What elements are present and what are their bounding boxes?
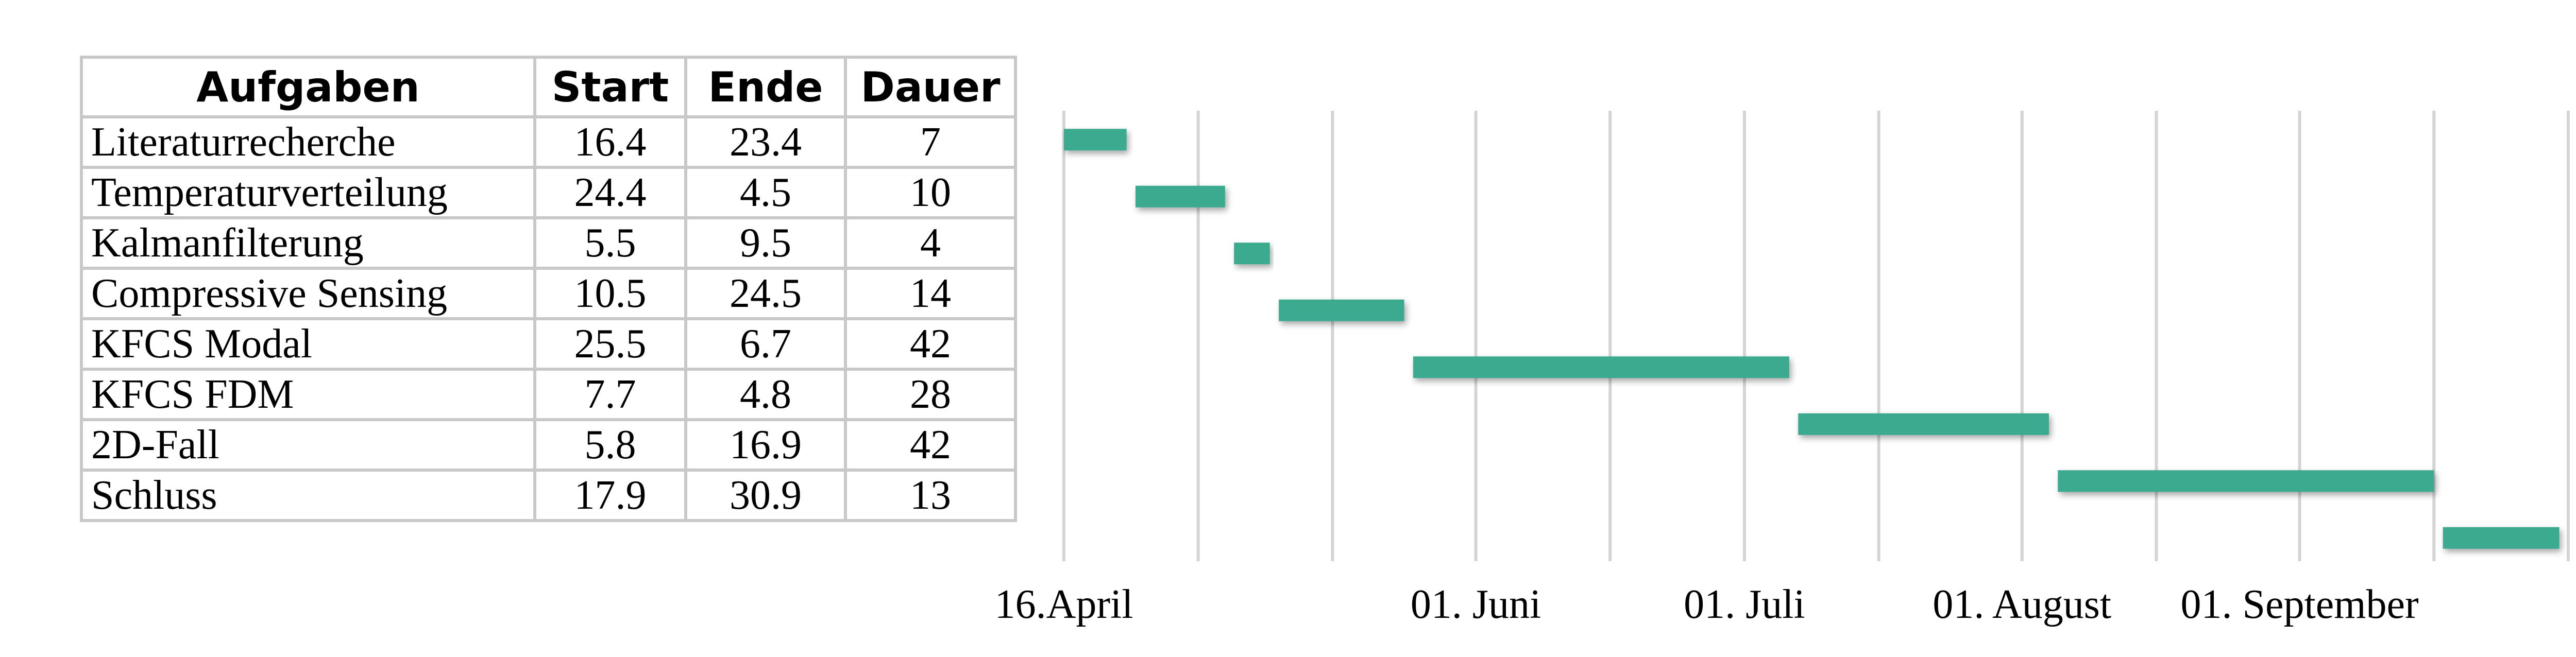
table-row: Compressive Sensing 10.5 24.5 14 — [80, 267, 1017, 320]
task-end: 4.8 — [684, 368, 847, 421]
gantt-bar — [2443, 527, 2560, 549]
task-start: 7.7 — [533, 368, 687, 421]
header-dauer: Dauer — [844, 56, 1017, 118]
task-start: 17.9 — [533, 469, 687, 522]
task-duration: 13 — [844, 469, 1017, 522]
task-name: KFCS Modal — [80, 317, 536, 371]
table-row: 2D-Fall 5.8 16.9 42 — [80, 418, 1017, 472]
task-duration: 14 — [844, 267, 1017, 320]
task-start: 5.8 — [533, 418, 687, 472]
gantt-bar — [1234, 243, 1270, 265]
task-end: 9.5 — [684, 216, 847, 270]
table-row: KFCS FDM 7.7 4.8 28 — [80, 368, 1017, 421]
task-name: Schluss — [80, 469, 536, 522]
task-duration: 42 — [844, 317, 1017, 371]
header-ende: Ende — [684, 56, 847, 118]
task-end: 23.4 — [684, 115, 847, 169]
table-row: Temperaturverteilung 24.4 4.5 10 — [80, 166, 1017, 219]
gridlines — [1062, 111, 2570, 561]
task-start: 5.5 — [533, 216, 687, 270]
task-start: 16.4 — [533, 115, 687, 169]
task-name: Literaturrecherche — [80, 115, 536, 169]
task-start: 25.5 — [533, 317, 687, 371]
x-axis-tick-labels: 16.April 01. Juni 01. Juli 01. August 01. Se… — [995, 582, 2419, 627]
task-table: Aufgaben Start Ende Dauer Literaturreche… — [80, 56, 1017, 522]
task-duration: 7 — [844, 115, 1017, 169]
x-tick-label: 01. August — [1933, 582, 2111, 627]
header-start: Start — [533, 56, 687, 118]
table-row: Schluss 17.9 30.9 13 — [80, 469, 1017, 522]
task-end: 16.9 — [684, 418, 847, 472]
task-name: Kalmanfilterung — [80, 216, 536, 270]
gantt-bar — [2058, 470, 2434, 492]
gantt-bar — [1413, 356, 1789, 378]
task-name: KFCS FDM — [80, 368, 536, 421]
gantt-bar — [1136, 185, 1225, 208]
task-duration: 10 — [844, 166, 1017, 219]
gantt-bar — [1798, 413, 2049, 435]
task-end: 30.9 — [684, 469, 847, 522]
task-name: 2D-Fall — [80, 418, 536, 472]
task-name: Compressive Sensing — [80, 267, 536, 320]
task-duration: 4 — [844, 216, 1017, 270]
task-end: 4.5 — [684, 166, 847, 219]
task-bars — [1064, 129, 2560, 549]
task-end: 6.7 — [684, 317, 847, 371]
x-tick-label: 01. Juli — [1684, 582, 1805, 627]
x-tick-label: 01. September — [2181, 582, 2419, 627]
x-tick-label: 16.April — [995, 582, 1133, 627]
table-row: Kalmanfilterung 5.5 9.5 4 — [80, 216, 1017, 270]
task-duration: 28 — [844, 368, 1017, 421]
task-start: 10.5 — [533, 267, 687, 320]
x-tick-label: 01. Juni — [1411, 582, 1541, 627]
task-start: 24.4 — [533, 166, 687, 219]
gantt-bar — [1279, 299, 1404, 321]
table-header-row: Aufgaben Start Ende Dauer — [80, 56, 1017, 118]
header-aufgaben: Aufgaben — [80, 56, 536, 118]
task-duration: 42 — [844, 418, 1017, 472]
task-name: Temperaturverteilung — [80, 166, 536, 219]
table-row: KFCS Modal 25.5 6.7 42 — [80, 317, 1017, 371]
gantt-bar — [1064, 129, 1127, 151]
task-end: 24.5 — [684, 267, 847, 320]
table-row: Literaturrecherche 16.4 23.4 7 — [80, 115, 1017, 169]
